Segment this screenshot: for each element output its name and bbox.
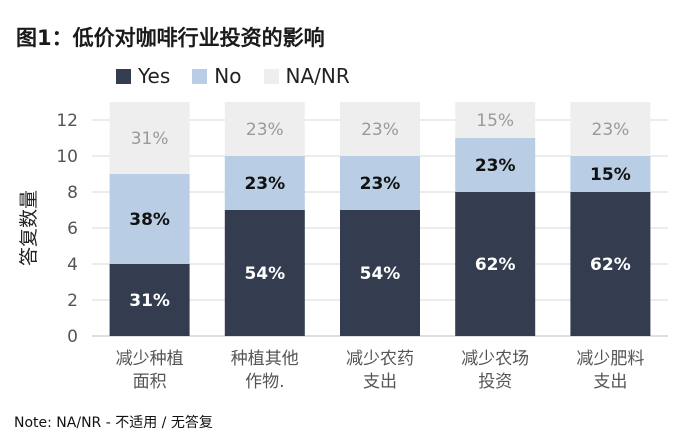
- x-tick-label: 减少农药: [346, 349, 414, 369]
- bar-segment-yes: [570, 192, 651, 336]
- legend-item-yes: Yes: [116, 64, 170, 88]
- legend: Yes No NA/NR: [116, 64, 372, 88]
- y-axis-title: 答复数量: [18, 190, 40, 266]
- y-tick-label: 6: [67, 219, 78, 239]
- data-label-yes: 62%: [475, 255, 516, 275]
- bar-segment-no: [570, 156, 651, 192]
- data-label-yes: 62%: [590, 255, 631, 275]
- data-label-nanr: 23%: [361, 120, 399, 140]
- bar-segment-yes: [224, 210, 305, 336]
- x-tick-label: 作物.: [245, 372, 284, 392]
- bar-segment-yes: [340, 210, 420, 336]
- footnote: Note: NA/NR - 不适用 / 无答复: [14, 415, 213, 431]
- x-tick-label: 减少肥料: [576, 349, 644, 369]
- bar-segment-no: [109, 174, 190, 264]
- legend-swatch-yes: [116, 68, 131, 84]
- data-label-nanr: 23%: [592, 120, 630, 140]
- x-tick-label: 减少农场: [461, 349, 529, 369]
- y-tick-label: 10: [56, 147, 78, 167]
- legend-label-no: No: [214, 64, 242, 88]
- data-label-no: 38%: [129, 210, 170, 230]
- data-label-yes: 31%: [129, 291, 170, 311]
- bar-segment-no: [455, 138, 536, 192]
- chart-title: 图1：低价对咖啡行业投资的影响: [16, 26, 325, 50]
- data-label-no: 23%: [244, 174, 285, 194]
- y-tick-label: 8: [67, 183, 78, 203]
- y-tick-label: 0: [67, 327, 78, 347]
- y-tick-label: 2: [67, 291, 78, 311]
- data-label-no: 15%: [590, 165, 631, 185]
- y-tick-label: 4: [67, 255, 78, 275]
- x-tick-label: 支出: [593, 372, 627, 392]
- bar-segment-yes: [455, 192, 536, 336]
- x-tick-label: 投资: [478, 372, 512, 392]
- bar-segment-no: [340, 156, 420, 210]
- legend-label-nanr: NA/NR: [285, 64, 350, 88]
- bar-segment-nanr: [455, 102, 536, 138]
- legend-item-no: No: [192, 64, 242, 88]
- x-tick-label: 支出: [363, 372, 397, 392]
- bar-segment-nanr: [109, 102, 190, 174]
- bar-segment-nanr: [340, 102, 420, 156]
- legend-swatch-nanr: [263, 68, 279, 84]
- legend-item-nanr: NA/NR: [263, 64, 350, 88]
- legend-label-yes: Yes: [138, 64, 171, 88]
- x-tick-label: 种植其他: [231, 349, 299, 369]
- x-tick-label: 减少种植: [116, 349, 184, 369]
- data-label-nanr: 23%: [246, 120, 284, 140]
- data-label-nanr: 31%: [131, 129, 169, 149]
- data-label-yes: 54%: [360, 264, 401, 284]
- data-label-yes: 54%: [244, 264, 285, 284]
- data-label-no: 23%: [360, 174, 401, 194]
- data-label-no: 23%: [475, 156, 516, 176]
- data-label-nanr: 15%: [476, 111, 514, 131]
- legend-swatch-no: [192, 68, 208, 84]
- x-tick-label: 面积: [133, 372, 167, 392]
- bar-segment-nanr: [224, 102, 305, 156]
- bar-segment-nanr: [570, 102, 651, 156]
- y-tick-label: 12: [56, 111, 78, 131]
- bar-segment-no: [224, 156, 305, 210]
- bar-segment-yes: [109, 264, 190, 336]
